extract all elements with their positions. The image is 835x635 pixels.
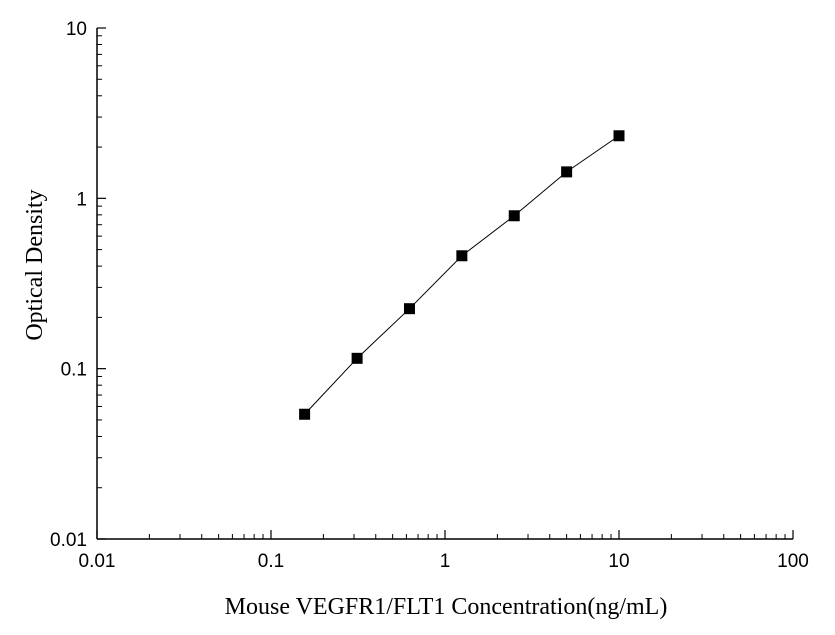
y-tick-label: 10 — [66, 19, 87, 40]
y-axis-title: Optical Density — [22, 189, 48, 340]
y-tick-label: 0.1 — [61, 360, 87, 381]
data-point — [351, 352, 363, 364]
data-point — [508, 210, 520, 222]
x-tick-label: 0.01 — [79, 551, 116, 572]
x-axis-title: Mouse VEGFR1/FLT1 Concentration(ng/mL) — [225, 594, 668, 620]
ticks — [96, 27, 794, 540]
data-point — [561, 166, 573, 178]
series-line — [304, 135, 620, 415]
x-tick-label: 10 — [608, 551, 629, 572]
y-tick-label: 1 — [76, 189, 87, 210]
data-point — [299, 408, 311, 420]
data-point — [613, 130, 625, 142]
data-point — [403, 303, 415, 315]
series — [299, 130, 625, 420]
tick-labels: 0.01 0.1 1 10 100 0.01 0.1 1 10 — [50, 19, 809, 572]
x-tick-label: 0.1 — [258, 551, 284, 572]
x-tick-label: 100 — [777, 551, 809, 572]
x-tick-label: 1 — [440, 551, 451, 572]
y-tick-label: 0.01 — [50, 530, 87, 551]
data-point — [456, 250, 468, 262]
axes — [96, 28, 793, 540]
